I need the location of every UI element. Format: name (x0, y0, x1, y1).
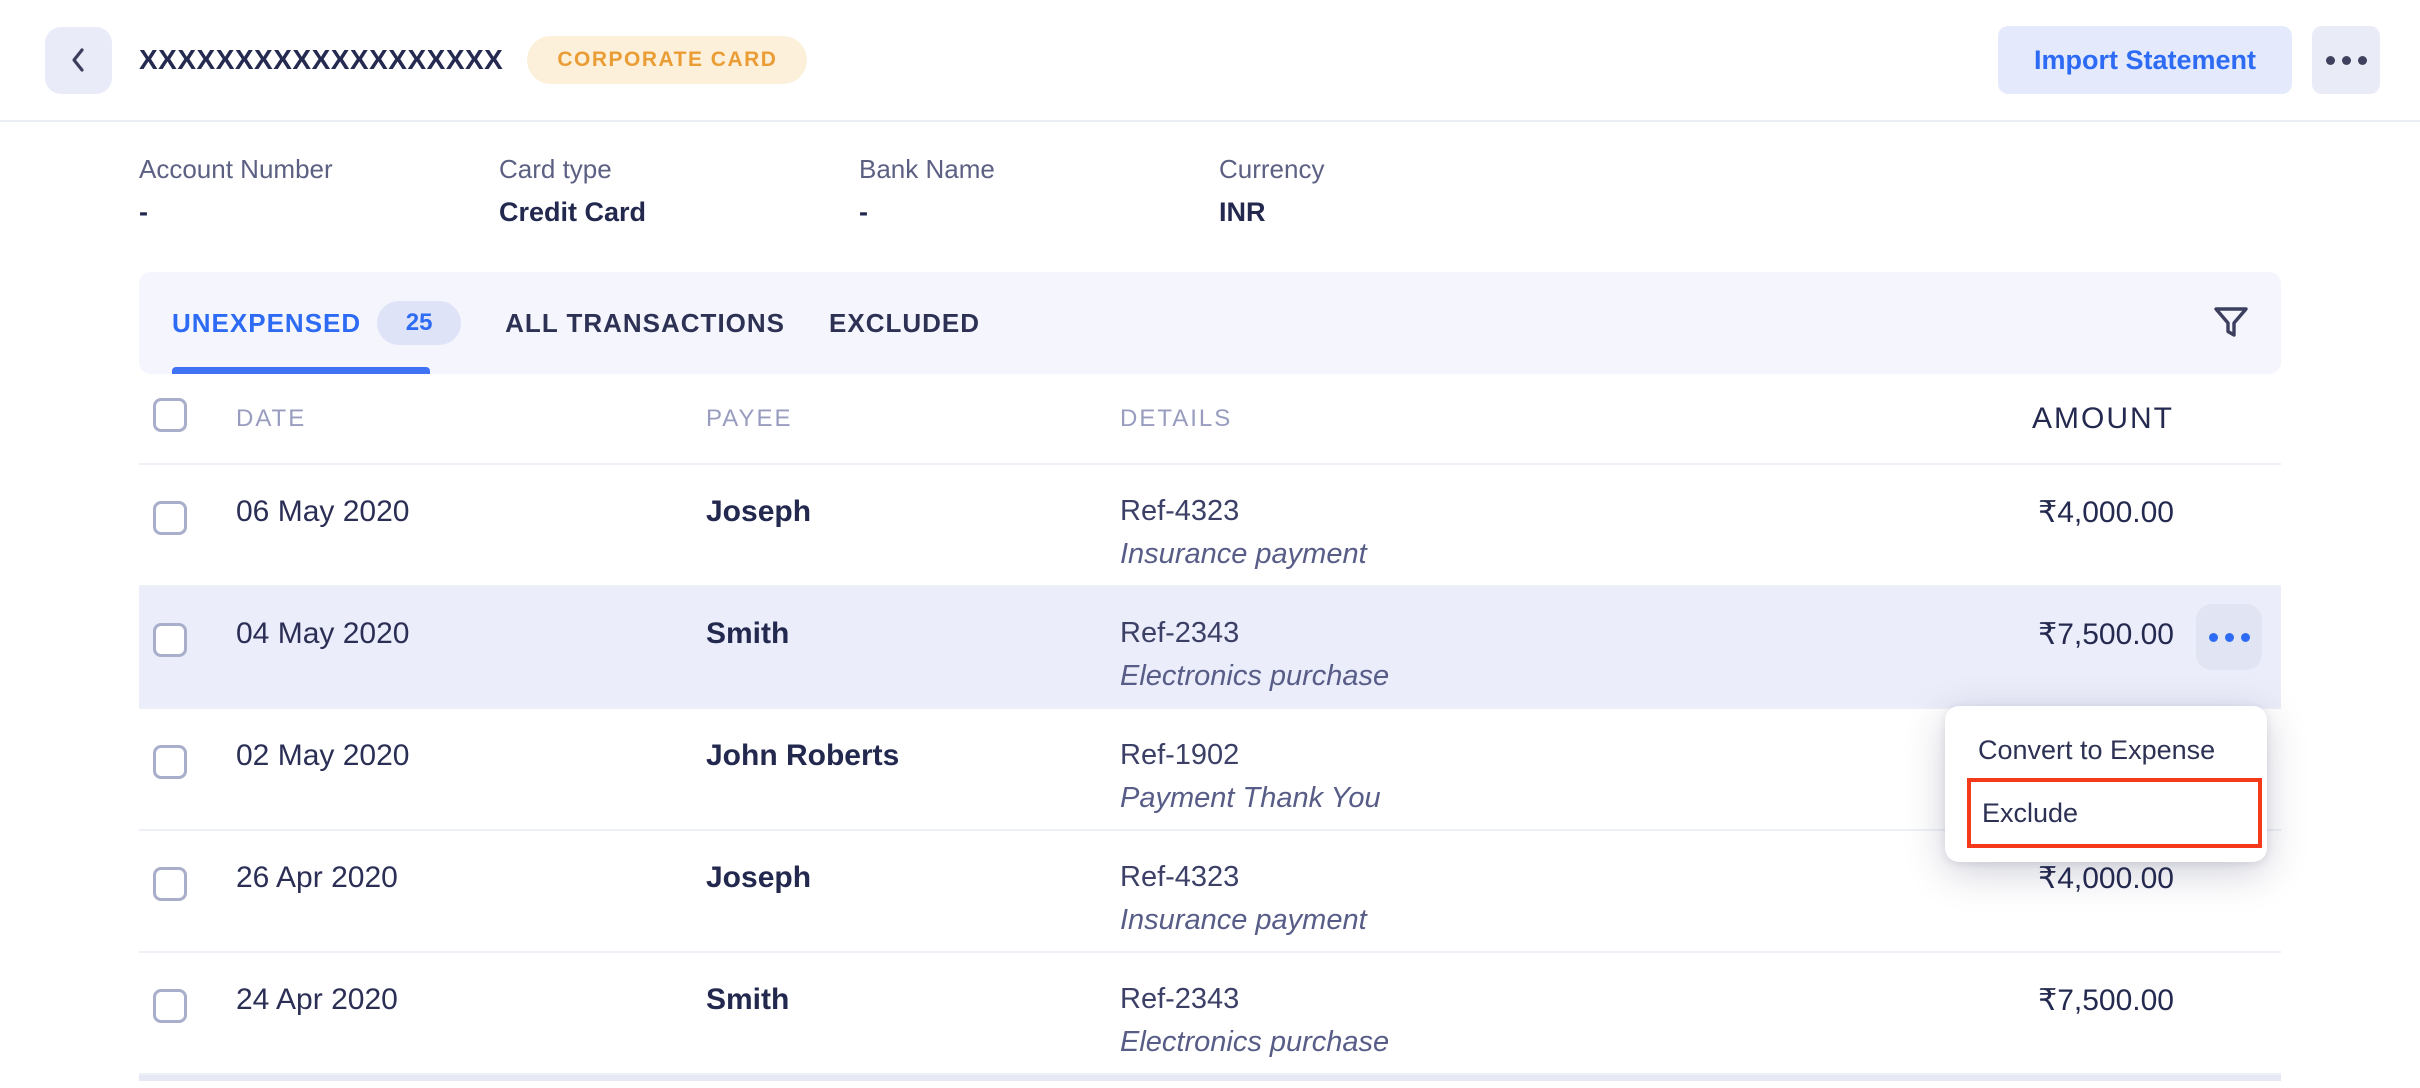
import-statement-button[interactable]: Import Statement (1997, 26, 2292, 94)
chevron-left-icon (71, 48, 84, 72)
transaction-description: Insurance payment (1120, 904, 1367, 936)
transaction-ref: Ref-4323 (1120, 495, 1240, 527)
transaction-amount: ₹4,000.00 (2038, 862, 2174, 895)
info-value: Credit Card (499, 197, 647, 227)
filter-funnel-icon (2214, 307, 2248, 337)
unexpensed-count-badge: 25 (377, 301, 462, 345)
transaction-payee: Joseph (706, 495, 812, 528)
annotation-highlight-box: Exclude (1967, 778, 2262, 848)
transaction-payee: John Roberts (706, 739, 900, 772)
info-field-account-number: Account Number - (139, 154, 499, 228)
transaction-date: 06 May 2020 (236, 495, 410, 528)
transaction-payee: Joseph (706, 861, 812, 894)
transaction-date: 04 May 2020 (236, 617, 410, 650)
tab-all-transactions[interactable]: ALL TRANSACTIONS (505, 308, 785, 339)
transaction-description: Payment Thank You (1120, 782, 1381, 814)
transaction-date: 24 Apr 2020 (236, 983, 398, 1016)
info-label: Currency (1219, 154, 1325, 184)
transaction-payee: Smith (706, 617, 790, 650)
transaction-amount: ₹4,000.00 (2038, 496, 2174, 529)
column-header-payee: PAYEE (706, 404, 793, 432)
info-field-card-type: Card type Credit Card (499, 154, 859, 228)
transaction-ref: Ref-2343 (1120, 983, 1240, 1015)
table-row[interactable]: 02 May 2020 John Roberts Ref-1902 Paymen… (139, 709, 2281, 831)
info-field-currency: Currency INR (1219, 154, 1579, 228)
transaction-description: Electronics purchase (1120, 660, 1390, 692)
tab-unexpensed[interactable]: UNEXPENSED 25 (172, 301, 462, 345)
transaction-amount: ₹7,500.00 (2038, 618, 2174, 651)
table-row-selected[interactable]: 04 May 2020 Smith Ref-2343 Electronics p… (139, 587, 2281, 709)
top-bar: XXXXXXXXXXXXXXXXXXX CORPORATE CARD Impor… (0, 0, 2420, 122)
header-check-cell (139, 398, 236, 439)
tab-excluded[interactable]: EXCLUDED (829, 308, 980, 339)
row-checkbox[interactable] (153, 623, 187, 657)
page-title: XXXXXXXXXXXXXXXXXXX (139, 44, 504, 75)
menu-item-exclude[interactable]: Exclude (1982, 797, 2079, 828)
info-value: - (139, 197, 148, 227)
transaction-ref: Ref-1902 (1120, 739, 1240, 771)
transaction-ref: Ref-2343 (1120, 617, 1240, 649)
transaction-date: 02 May 2020 (236, 739, 410, 772)
table-row[interactable]: 24 Apr 2020 Smith Ref-2343 Electronics p… (139, 953, 2281, 1075)
table-row[interactable]: 26 Apr 2020 Joseph Ref-4323 Insurance pa… (139, 831, 2281, 953)
tab-bar: UNEXPENSED 25 ALL TRANSACTIONS EXCLUDED (139, 272, 2281, 374)
transaction-amount: ₹7,500.00 (2038, 984, 2174, 1017)
info-label: Bank Name (859, 154, 995, 184)
back-button[interactable] (45, 26, 112, 94)
transactions-table: DATE PAYEE DETAILS AMOUNT 06 May 2020 Jo… (139, 374, 2281, 1075)
select-all-checkbox[interactable] (153, 398, 187, 432)
transaction-ref: Ref-4323 (1120, 861, 1240, 893)
info-label: Card type (499, 154, 612, 184)
tab-label: ALL TRANSACTIONS (505, 307, 786, 338)
transaction-payee: Smith (706, 983, 790, 1016)
active-tab-underline (172, 367, 430, 374)
header-more-button[interactable] (2312, 26, 2380, 94)
bottom-divider (139, 1075, 2281, 1081)
row-more-actions-button[interactable] (2196, 604, 2262, 670)
card-info-section: Account Number - Card type Credit Card B… (0, 154, 2420, 228)
transaction-date: 26 Apr 2020 (236, 861, 398, 894)
row-context-menu: Convert to Expense Exclude (1945, 706, 2267, 862)
ellipsis-icon (2208, 632, 2218, 642)
tab-label: EXCLUDED (829, 307, 981, 338)
table-header-row: DATE PAYEE DETAILS AMOUNT (139, 374, 2281, 465)
transaction-description: Electronics purchase (1120, 1026, 1390, 1058)
info-value: INR (1219, 197, 1266, 227)
row-checkbox[interactable] (153, 501, 187, 535)
info-field-bank-name: Bank Name - (859, 154, 1219, 228)
filter-button[interactable] (2203, 295, 2259, 351)
column-header-details: DETAILS (1120, 404, 1233, 432)
menu-item-convert-to-expense[interactable]: Convert to Expense (1978, 734, 2216, 765)
info-label: Account Number (139, 154, 333, 184)
corporate-card-badge: CORPORATE CARD (527, 36, 808, 84)
row-checkbox[interactable] (153, 989, 187, 1023)
ellipsis-icon (2325, 55, 2335, 65)
info-value: - (859, 197, 868, 227)
table-row[interactable]: 06 May 2020 Joseph Ref-4323 Insurance pa… (139, 465, 2281, 587)
row-checkbox[interactable] (153, 745, 187, 779)
column-header-date: DATE (236, 404, 307, 432)
transaction-description: Insurance payment (1120, 538, 1367, 570)
tab-label: UNEXPENSED (172, 307, 362, 338)
row-checkbox[interactable] (153, 867, 187, 901)
column-header-amount: AMOUNT (2032, 401, 2174, 435)
